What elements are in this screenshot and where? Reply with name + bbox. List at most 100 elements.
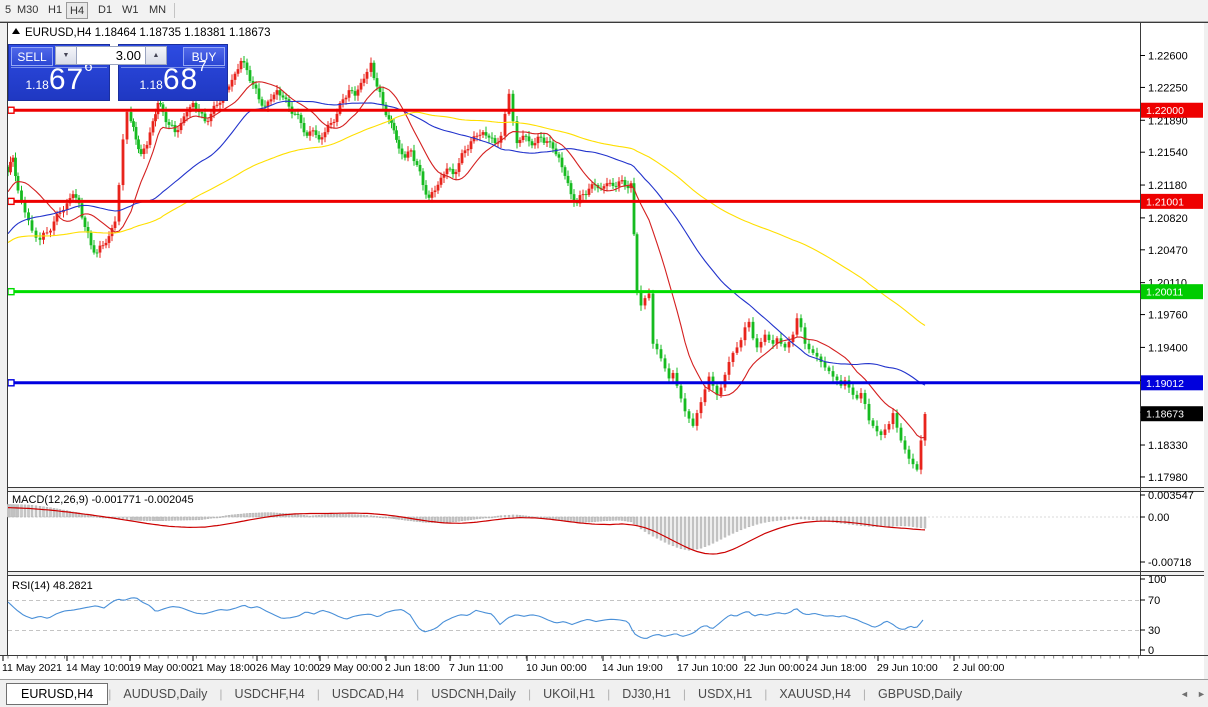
tab-separator: | — [316, 686, 320, 701]
svg-text:26 May 10:00: 26 May 10:00 — [256, 662, 320, 674]
buy-price-small: 1.18 — [139, 78, 163, 92]
price-axis[interactable]: 1.22600 1.22250 1.21890 1.21540 1.21180 1.208… — [1140, 51, 1203, 484]
svg-text:19 May 00:00: 19 May 00:00 — [129, 662, 193, 674]
svg-text:29 May 00:00: 29 May 00:00 — [319, 662, 383, 674]
volume-decrease-button[interactable]: ▼ — [55, 46, 77, 65]
svg-text:70: 70 — [1148, 595, 1160, 607]
macd-signal-line — [7, 507, 926, 555]
symbol-tab-gbpusd-daily[interactable]: GBPUSD,Daily — [878, 686, 963, 701]
price-callout — [1141, 406, 1203, 422]
line-anchor-handle[interactable] — [7, 197, 15, 206]
symbol-tab-usdcnh-daily[interactable]: USDCNH,Daily — [431, 686, 516, 701]
svg-text:1.18673: 1.18673 — [1146, 409, 1184, 421]
svg-text:-0.00718: -0.00718 — [1148, 557, 1191, 569]
divider — [11, 67, 107, 68]
line-anchor-handle[interactable] — [7, 287, 15, 296]
svg-text:1.22000: 1.22000 — [1146, 105, 1184, 117]
timeframe-button-h1[interactable]: H1 — [48, 4, 63, 16]
macd-indicator-label: MACD(12,26,9) -0.001771 -0.002045 — [12, 494, 194, 506]
volume-increase-button[interactable]: ▲ — [145, 46, 167, 65]
tab-separator: | — [862, 686, 867, 701]
timeframe-toolbar: 5 M30 H1 H4 D1 W1 MN — [0, 0, 1208, 22]
pane-splitter[interactable] — [0, 572, 1208, 576]
symbol-tab-audusd-daily[interactable]: AUDUSD,Daily — [123, 686, 208, 701]
sell-price-big: 67 — [48, 63, 85, 96]
symbol-tab-usdx-h1[interactable]: USDX,H1 — [698, 686, 753, 701]
macd-histogram — [7, 504, 927, 551]
svg-text:1.22600: 1.22600 — [1148, 51, 1188, 63]
timeframe-button-w1[interactable]: W1 — [122, 4, 139, 16]
svg-text:11 May 2021: 11 May 2021 — [2, 662, 62, 674]
svg-text:1.21180: 1.21180 — [1148, 180, 1187, 192]
svg-text:1.20011: 1.20011 — [1146, 287, 1183, 299]
svg-text:14 May 10:00: 14 May 10:00 — [66, 662, 130, 674]
toolbar-separator — [174, 3, 175, 18]
svg-text:1.19400: 1.19400 — [1148, 342, 1188, 354]
timeframe-button-d1[interactable]: D1 — [98, 4, 113, 16]
buy-price-superscript: 7 — [198, 58, 207, 75]
one-click-trading-panel: SELL 1.18676 BUY 1.18687 ▼ ▲ — [8, 44, 228, 101]
svg-text:0: 0 — [1148, 645, 1154, 657]
timeframe-button-5[interactable]: 5 — [5, 4, 12, 16]
volume-input[interactable] — [77, 46, 145, 65]
moving-average-slow — [7, 111, 926, 326]
sell-panel: SELL 1.18676 — [8, 44, 110, 101]
svg-text:17 Jun 10:00: 17 Jun 10:00 — [677, 662, 738, 674]
svg-text:1.18330: 1.18330 — [1148, 440, 1188, 452]
svg-text:7 Jun 11:00: 7 Jun 11:00 — [449, 662, 503, 674]
line-anchor-handle[interactable] — [7, 106, 15, 114]
svg-text:24 Jun 18:00: 24 Jun 18:00 — [806, 662, 867, 674]
tab-separator: | — [607, 686, 611, 701]
svg-text:22 Jun 00:00: 22 Jun 00:00 — [744, 662, 805, 674]
moving-average-mid — [7, 100, 926, 386]
tab-separator: | — [219, 686, 223, 701]
sell-button[interactable]: SELL — [11, 47, 53, 66]
divider — [121, 67, 225, 68]
timeframe-button-h4[interactable]: H4 — [66, 2, 89, 19]
pane-splitter[interactable] — [0, 488, 1208, 492]
timeframe-button-m30[interactable]: M30 — [17, 4, 39, 16]
chart-background — [0, 22, 1208, 679]
tab-separator: | — [527, 686, 532, 701]
symbol-tab-usdchf-h4[interactable]: USDCHF,H4 — [234, 686, 305, 701]
rsi-line — [7, 597, 924, 639]
price-callout — [1141, 375, 1203, 391]
sell-price-small: 1.18 — [25, 78, 49, 92]
svg-text:2 Jul 00:00: 2 Jul 00:00 — [953, 662, 1005, 674]
svg-text:1.19012: 1.19012 — [1146, 378, 1184, 390]
svg-text:1.20470: 1.20470 — [1148, 245, 1188, 257]
symbol-tab-usdcad-h4[interactable]: USDCAD,H4 — [331, 686, 405, 701]
rsi-indicator-label: RSI(14) 48.2821 — [12, 580, 93, 592]
symbol-tab-xauusd-h4[interactable]: XAUUSD,H4 — [779, 686, 851, 701]
time-axis[interactable]: 11 May 2021 14 May 10:00 19 May 00:00 21 Ma… — [2, 656, 1139, 674]
line-anchor-handle[interactable] — [7, 379, 15, 387]
symbol-tab-eurusd-h4[interactable]: EURUSD,H4 — [6, 682, 109, 705]
sell-price: 1.18676 — [9, 58, 109, 97]
tab-separator: | — [108, 686, 112, 701]
tab-scroll-right-icon[interactable]: ► — [1197, 689, 1206, 699]
tab-separator: | — [682, 686, 687, 701]
sell-price-superscript: 6 — [84, 58, 93, 75]
svg-text:1.17980: 1.17980 — [1148, 472, 1188, 484]
svg-text:1.22250: 1.22250 — [1148, 82, 1188, 94]
svg-text:100: 100 — [1148, 574, 1166, 586]
svg-text:10 Jun 00:00: 10 Jun 00:00 — [526, 662, 587, 674]
svg-text:29 Jun 10:00: 29 Jun 10:00 — [877, 662, 938, 674]
svg-text:1.21540: 1.21540 — [1148, 147, 1188, 159]
chart-window[interactable]: 1.22600 1.22250 1.21890 1.21540 1.21180 1.208… — [0, 22, 1208, 679]
candlesticks — [7, 56, 927, 475]
price-callout — [1141, 102, 1203, 118]
price-callout — [1141, 193, 1203, 209]
timeframe-button-mn[interactable]: MN — [149, 4, 167, 16]
volume-stepper: ▼ ▲ — [55, 46, 167, 65]
collapse-triangle-icon[interactable] — [12, 28, 20, 34]
svg-text:0.003547: 0.003547 — [1148, 490, 1194, 502]
tab-separator: | — [764, 686, 768, 701]
buy-button[interactable]: BUY — [183, 47, 225, 66]
svg-text:2 Jun 18:00: 2 Jun 18:00 — [385, 662, 440, 674]
tab-scroll-left-icon[interactable]: ◄ — [1180, 689, 1189, 699]
symbol-tab-ukoil-h1[interactable]: UKOil,H1 — [543, 686, 596, 701]
symbol-tab-dj30-h1[interactable]: DJ30,H1 — [622, 686, 671, 701]
svg-text:1.19760: 1.19760 — [1148, 310, 1188, 322]
svg-text:0.00: 0.00 — [1148, 512, 1169, 524]
